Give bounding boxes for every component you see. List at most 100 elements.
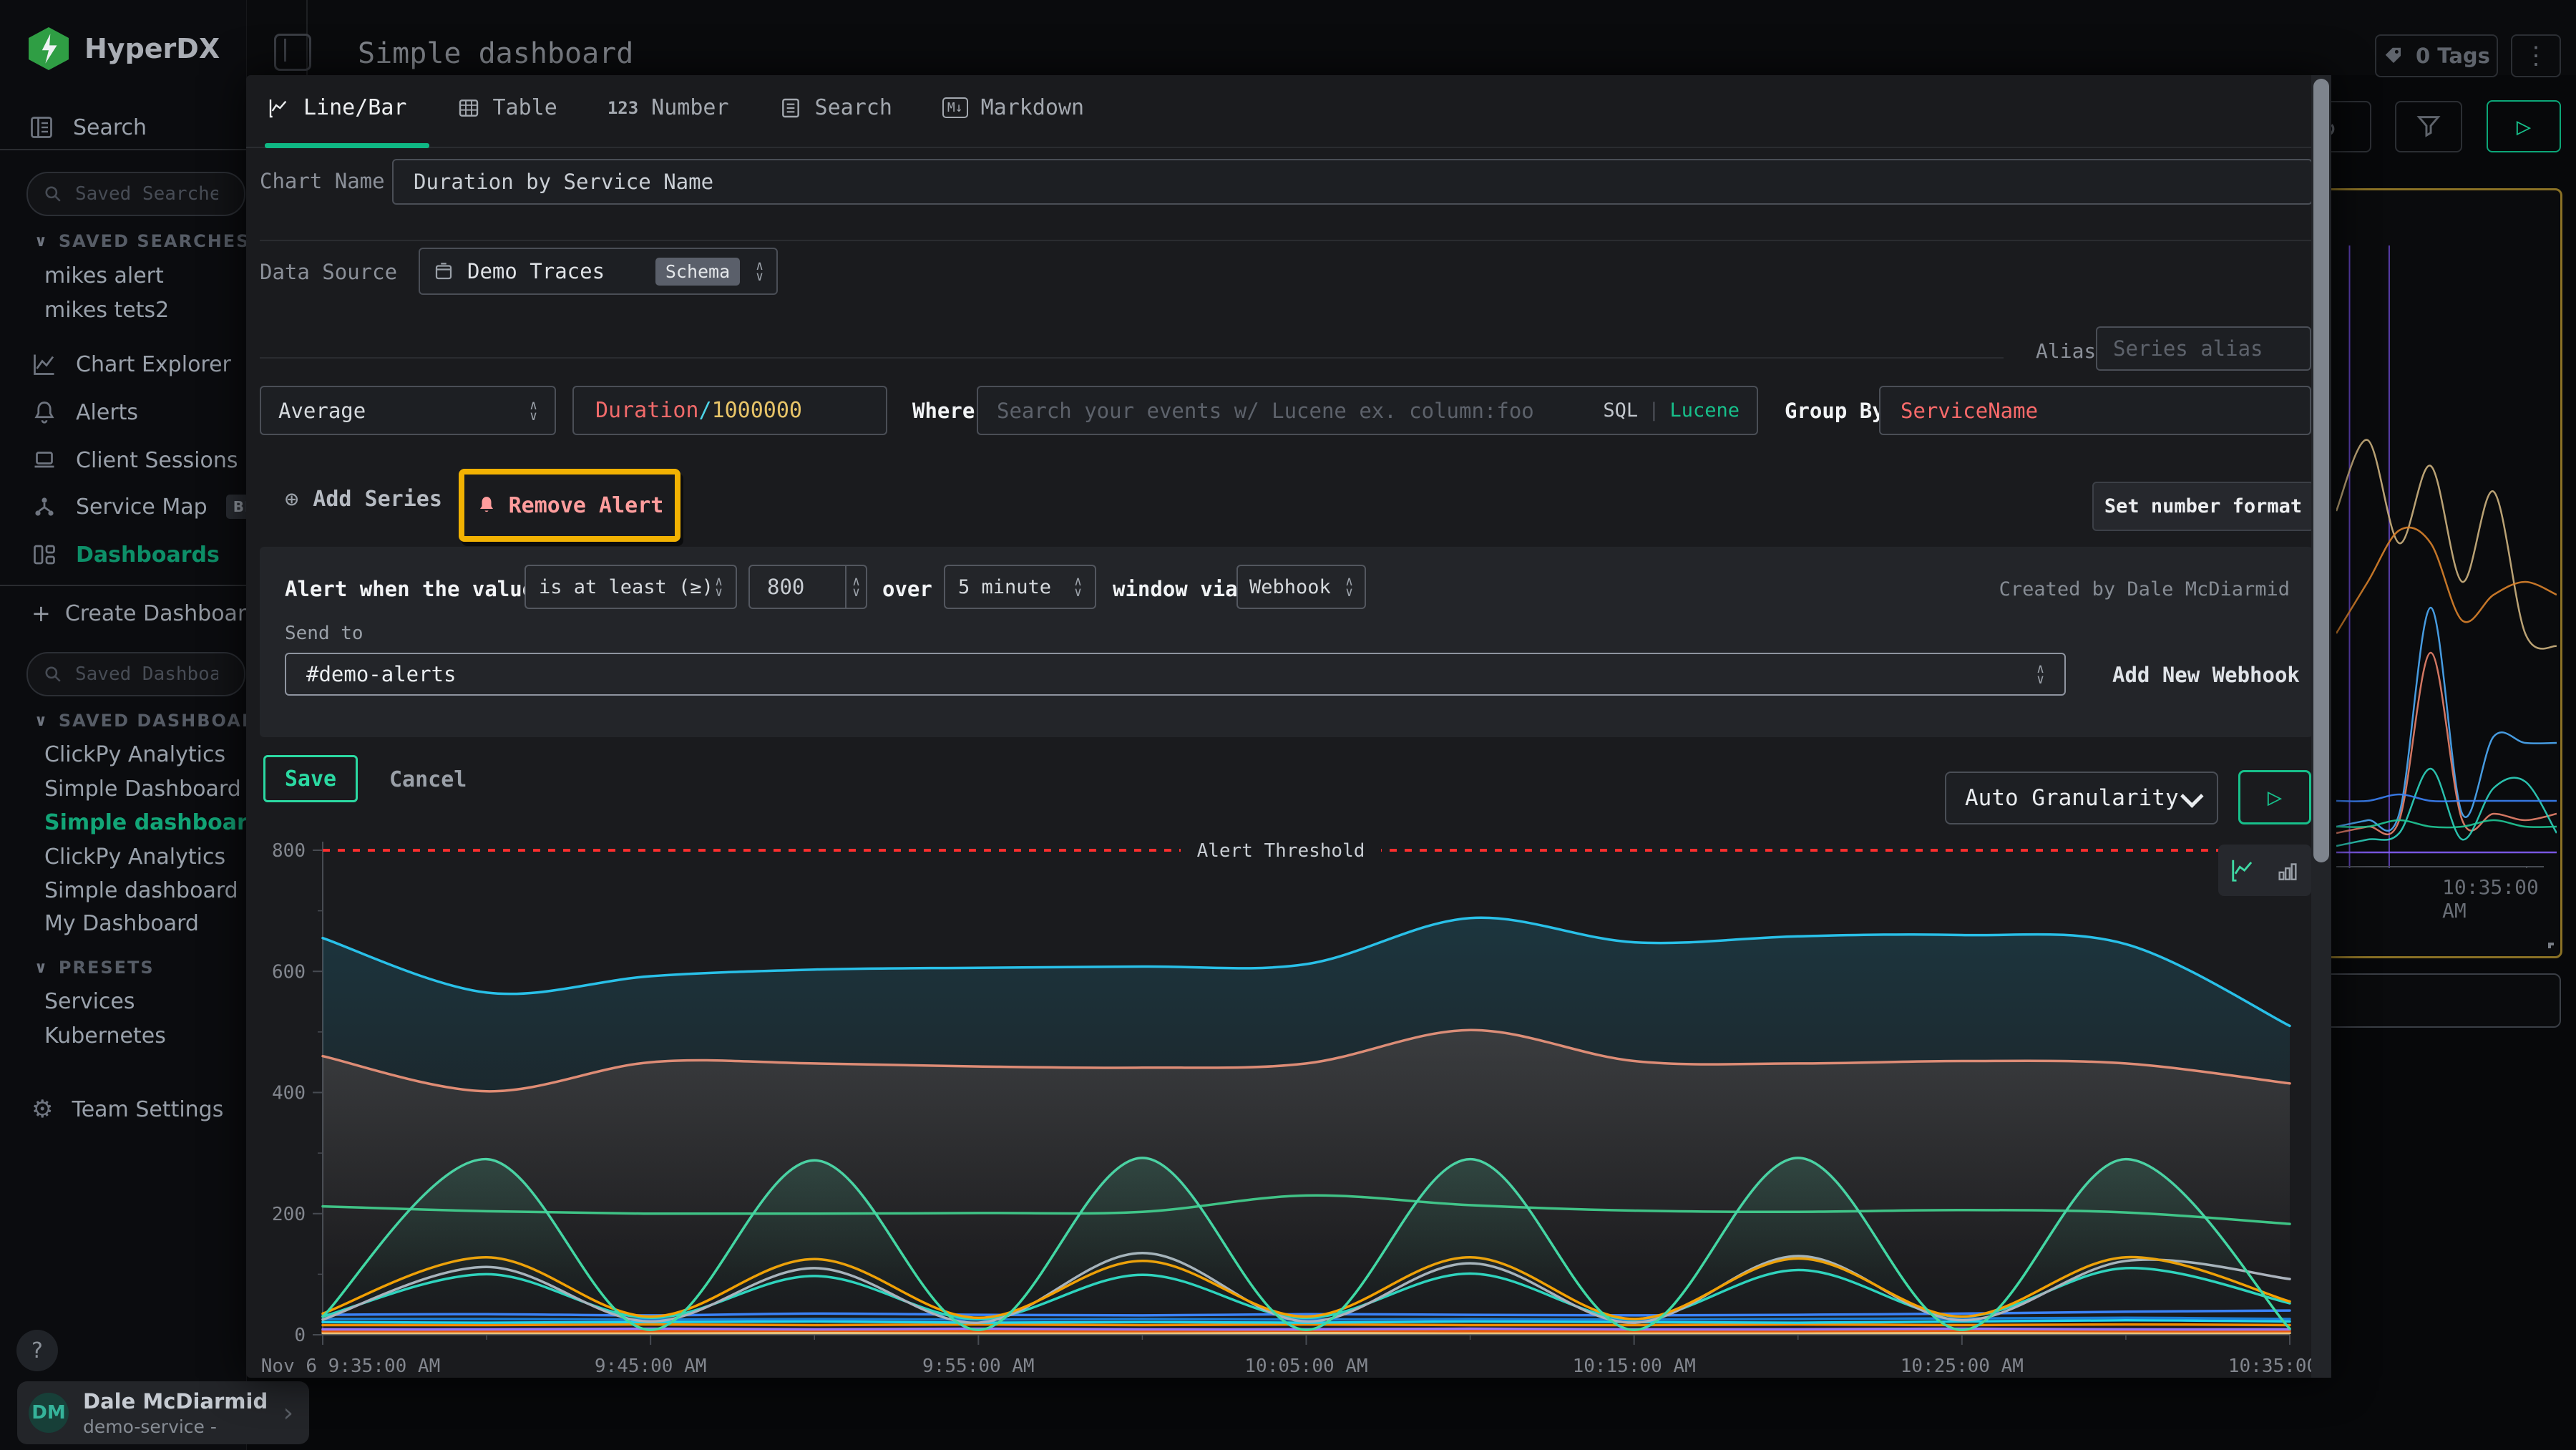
chart-type-toggle[interactable] — [2218, 845, 2311, 896]
bell-icon — [31, 399, 57, 425]
create-dashboard-button[interactable]: + Create Dashboard — [31, 600, 260, 627]
add-new-webhook-button[interactable]: Add New Webhook — [2112, 663, 2300, 687]
channel-select[interactable]: Webhook ∧∨ — [1236, 565, 1366, 609]
alias-field[interactable] — [2096, 326, 2311, 371]
field-expression-input[interactable]: Duration/1000000 — [572, 386, 887, 435]
add-series-button[interactable]: ⊕ Add Series — [285, 485, 442, 512]
brand-logo-icon — [29, 27, 69, 70]
presets-header[interactable]: ∨ PRESETS — [34, 958, 155, 978]
data-source-value: Demo Traces — [467, 259, 605, 283]
sidebar-item-search[interactable]: Search — [29, 115, 147, 140]
number-stepper[interactable]: ∧∨ — [845, 566, 866, 608]
avatar: DM — [29, 1393, 69, 1433]
svg-text:10:05:00 AM: 10:05:00 AM — [1244, 1356, 1367, 1377]
line-chart-icon — [268, 97, 291, 120]
number-123-icon: 123 — [608, 98, 638, 118]
database-icon — [433, 261, 454, 282]
user-menu[interactable]: DM Dale McDiarmid demo-service - › — [17, 1381, 309, 1444]
background-play-button[interactable]: ▷ — [2487, 100, 2561, 152]
lucene-toggle[interactable]: Lucene — [1669, 399, 1740, 422]
filter-button[interactable] — [2395, 101, 2462, 152]
kebab-icon: ⋮ — [2524, 42, 2548, 70]
filter-icon — [2416, 115, 2441, 139]
schema-badge[interactable]: Schema — [655, 258, 740, 286]
set-number-format-button[interactable]: Set number format — [2092, 482, 2314, 531]
svg-text:200: 200 — [272, 1204, 306, 1225]
tab-bar: Line/Bar Table 123 Number Search M↓ Mark… — [268, 95, 1084, 120]
data-source-select[interactable]: Demo Traces Schema ∧∨ — [419, 248, 778, 295]
brand[interactable]: HyperDX — [29, 27, 220, 70]
sidebar-item-dashboard[interactable]: Simple dashboard — [44, 878, 238, 903]
where-search-input[interactable]: SQL | Lucene — [977, 386, 1758, 435]
comparator-select[interactable]: is at least (≥) ∧∨ — [525, 565, 737, 609]
sidebar-item-dashboard[interactable]: My Dashboard — [44, 911, 199, 936]
tab-number[interactable]: 123 Number — [608, 95, 729, 120]
run-chart-button[interactable]: ▷ — [2238, 770, 2311, 824]
sidebar-item-team-settings[interactable]: ⚙ Team Settings — [31, 1095, 223, 1124]
granularity-select[interactable]: Auto Granularity — [1945, 772, 2218, 824]
svg-text:800: 800 — [272, 840, 306, 862]
svg-text:400: 400 — [272, 1083, 306, 1104]
svg-text:Nov 6 9:35:00 AM: Nov 6 9:35:00 AM — [261, 1356, 440, 1377]
saved-dashboards-input[interactable] — [74, 663, 220, 686]
sidebar-item-chart-explorer[interactable]: Chart Explorer — [31, 351, 231, 377]
group-by-label: Group By — [1785, 399, 1885, 423]
sidebar-item-dashboard[interactable]: Simple Dashboard — [44, 777, 241, 802]
sidebar-item-dashboard-active[interactable]: Simple dashboard — [44, 810, 263, 835]
scrollbar-thumb[interactable] — [2313, 79, 2329, 862]
chart-name-field[interactable] — [392, 159, 2313, 205]
alert-config-panel: Alert when the value is at least (≥) ∧∨ … — [260, 547, 2313, 737]
remove-alert-button[interactable]: Remove Alert — [464, 475, 675, 536]
sidebar-item-dashboard[interactable]: ClickPy Analytics — [44, 845, 225, 870]
chevron-down-icon: ∨ — [34, 959, 49, 977]
sidebar-item-label: Client Sessions — [76, 448, 238, 473]
saved-dashboards-search[interactable] — [26, 652, 245, 696]
send-to-select[interactable]: #demo-alerts ∧∨ — [285, 653, 2066, 696]
tab-table[interactable]: Table — [457, 95, 557, 120]
created-by-label: Created by Dale McDiarmid — [1999, 578, 2290, 600]
panel-resize-handle[interactable] — [2542, 937, 2554, 948]
active-tab-underline — [265, 143, 429, 148]
sidebar-item-preset[interactable]: Services — [44, 989, 135, 1014]
sidebar-item-client-sessions[interactable]: Client Sessions — [31, 447, 238, 473]
window-select[interactable]: 5 minute ∧∨ — [944, 565, 1096, 609]
sidebar-item-dashboard[interactable]: ClickPy Analytics — [44, 742, 225, 767]
tags-button[interactable]: 0 Tags — [2375, 34, 2498, 77]
chevron-down-icon: ∨ — [530, 411, 537, 422]
tab-line-bar[interactable]: Line/Bar — [268, 95, 407, 120]
scrollbar-track[interactable] — [2311, 75, 2331, 1378]
aggregation-select[interactable]: Average ∧∨ — [260, 386, 556, 435]
cancel-button[interactable]: Cancel — [389, 767, 467, 792]
group-by-input[interactable]: ServiceName — [1879, 386, 2311, 435]
sidebar-item-dashboards[interactable]: Dashboards — [31, 542, 220, 568]
sql-toggle[interactable]: SQL — [1603, 399, 1638, 422]
saved-searches-search[interactable] — [26, 172, 245, 216]
background-panel-chart — [2336, 203, 2557, 868]
sidebar-item-alerts[interactable]: Alerts — [31, 399, 138, 425]
tag-icon — [2383, 45, 2404, 67]
chevron-right-icon: › — [283, 1398, 293, 1428]
section-divider — [260, 240, 2313, 241]
send-to-label: Send to — [285, 623, 364, 644]
save-button[interactable]: Save — [263, 755, 358, 802]
network-icon — [31, 494, 57, 520]
app-root: Simple dashboard 0 Tags ⋮ ↻ ▷ 10:35:00 A… — [0, 0, 2576, 1450]
saved-searches-header[interactable]: ∨ SAVED SEARCHES — [34, 231, 250, 251]
svg-text:10:15:00 AM: 10:15:00 AM — [1573, 1356, 1696, 1377]
sidebar-item-saved-search[interactable]: mikes tets2 — [44, 298, 169, 323]
tab-bar-border — [246, 147, 2331, 148]
help-button[interactable]: ? — [16, 1330, 58, 1371]
search-icon — [44, 665, 62, 683]
user-subtitle: demo-service - — [83, 1416, 268, 1437]
tab-search[interactable]: Search — [779, 95, 892, 120]
kebab-menu-button[interactable]: ⋮ — [2511, 34, 2561, 77]
tab-markdown[interactable]: M↓ Markdown — [942, 95, 1084, 120]
search-panel-icon — [29, 115, 54, 140]
sidebar-toggle-icon[interactable] — [274, 34, 311, 71]
plus-circle-icon: ⊕ — [285, 485, 298, 512]
sidebar-item-preset[interactable]: Kubernetes — [44, 1023, 166, 1048]
saved-searches-input[interactable] — [74, 183, 220, 205]
sidebar-item-saved-search[interactable]: mikes alert — [44, 263, 164, 288]
svg-text:0: 0 — [294, 1325, 306, 1346]
threshold-number-input[interactable]: ∧∨ — [748, 565, 867, 609]
